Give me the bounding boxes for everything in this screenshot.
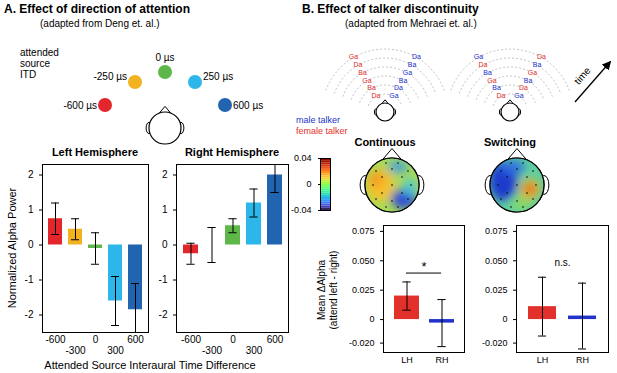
svg-text:250 µs: 250 µs (203, 71, 233, 82)
svg-text:Ga: Ga (362, 77, 371, 84)
svg-text:time: time (572, 65, 593, 87)
svg-text:600: 600 (267, 334, 284, 345)
svg-text:0: 0 (162, 239, 168, 250)
svg-text:-1: -1 (25, 274, 34, 285)
svg-text:-2: -2 (25, 309, 34, 320)
svg-text:Attended Source Interaural Tim: Attended Source Interaural Time Differen… (44, 359, 255, 371)
svg-text:0: 0 (230, 334, 236, 345)
svg-text:0: 0 (28, 239, 34, 250)
svg-text:Switching: Switching (484, 136, 536, 148)
svg-text:RH: RH (576, 355, 589, 365)
svg-text:Ga: Ga (389, 92, 398, 99)
svg-text:0.075: 0.075 (352, 226, 375, 236)
svg-text:Normalized Alpha Power: Normalized Alpha Power (6, 187, 18, 308)
svg-text:-0.020: -0.020 (349, 338, 375, 348)
svg-text:n.s.: n.s. (554, 257, 570, 268)
svg-text:0.04: 0.04 (294, 153, 312, 163)
svg-text:0 µs: 0 µs (155, 52, 174, 63)
svg-text:(adapted from Mehraei et. al.): (adapted from Mehraei et. al.) (345, 18, 477, 29)
svg-text:Ga: Ga (349, 53, 358, 60)
svg-text:0: 0 (502, 314, 507, 324)
svg-text:0: 0 (306, 179, 311, 189)
svg-text:-600: -600 (45, 334, 65, 345)
svg-text:-250 µs: -250 µs (93, 71, 127, 82)
svg-text:Da: Da (497, 92, 506, 99)
svg-text:Ga: Ga (487, 77, 496, 84)
svg-text:Ba: Ba (492, 84, 501, 91)
svg-text:Da: Da (372, 92, 381, 99)
svg-text:female talker: female talker (296, 126, 348, 136)
svg-text:0.075: 0.075 (485, 226, 508, 236)
svg-text:0.025: 0.025 (485, 285, 508, 295)
svg-text:300: 300 (107, 345, 124, 356)
svg-text:Left Hemisphere: Left Hemisphere (52, 146, 138, 158)
svg-text:Right Hemisphere: Right Hemisphere (185, 146, 279, 158)
svg-text:0.050: 0.050 (352, 256, 375, 266)
svg-text:A. Effect of direction of atte: A. Effect of direction of attention (4, 2, 190, 16)
svg-text:Da: Da (479, 61, 488, 68)
svg-text:*: * (421, 259, 426, 274)
svg-text:Ba: Ba (358, 69, 367, 76)
svg-text:Da: Da (394, 84, 403, 91)
svg-text:Da: Da (354, 61, 363, 68)
svg-text:0.050: 0.050 (485, 256, 508, 266)
svg-text:0.025: 0.025 (352, 285, 375, 295)
svg-text:2: 2 (28, 169, 34, 180)
svg-text:-600 µs: -600 µs (63, 100, 97, 111)
svg-text:1: 1 (162, 204, 168, 215)
svg-text:2: 2 (162, 169, 168, 180)
svg-text:Da: Da (519, 84, 528, 91)
svg-text:LH: LH (537, 355, 549, 365)
svg-text:Da: Da (537, 53, 546, 60)
svg-text:Ba: Ba (408, 61, 417, 68)
svg-text:-2: -2 (159, 309, 168, 320)
svg-text:Ba: Ba (367, 84, 376, 91)
svg-text:0: 0 (93, 334, 99, 345)
svg-text:-300: -300 (65, 345, 85, 356)
svg-text:Ga: Ga (474, 53, 483, 60)
svg-text:Mean ΔAlpha: Mean ΔAlpha (316, 260, 327, 320)
svg-text:-0.020: -0.020 (482, 338, 508, 348)
svg-text:-0.04: -0.04 (291, 205, 312, 215)
svg-text:600: 600 (127, 334, 144, 345)
svg-text:ITD: ITD (20, 69, 36, 80)
svg-text:Ga: Ga (528, 69, 537, 76)
svg-text:male talker: male talker (296, 115, 340, 125)
svg-text:source: source (20, 58, 50, 69)
svg-text:-1: -1 (159, 274, 168, 285)
svg-text:Ga: Ga (403, 69, 412, 76)
svg-text:attended: attended (20, 47, 59, 58)
svg-text:Continuous: Continuous (354, 136, 415, 148)
svg-text:LH: LH (401, 355, 413, 365)
svg-text:Ba: Ba (524, 77, 533, 84)
svg-text:-300: -300 (202, 345, 222, 356)
svg-text:(attend left - right): (attend left - right) (328, 251, 339, 330)
svg-text:Ba: Ba (533, 61, 542, 68)
svg-text:(adapted from Deng et. al.): (adapted from Deng et. al.) (40, 18, 160, 29)
svg-text:Ba: Ba (399, 77, 408, 84)
svg-text:1: 1 (28, 204, 34, 215)
svg-text:Ga: Ga (514, 92, 523, 99)
svg-text:Ba: Ba (483, 69, 492, 76)
svg-text:B. Effect of talker discontinu: B. Effect of talker discontinuity (302, 2, 479, 16)
svg-text:600 µs: 600 µs (233, 100, 263, 111)
svg-text:-600: -600 (181, 334, 201, 345)
svg-text:Da: Da (412, 53, 421, 60)
svg-text:0: 0 (369, 314, 374, 324)
svg-text:RH: RH (436, 355, 449, 365)
svg-text:300: 300 (246, 345, 263, 356)
